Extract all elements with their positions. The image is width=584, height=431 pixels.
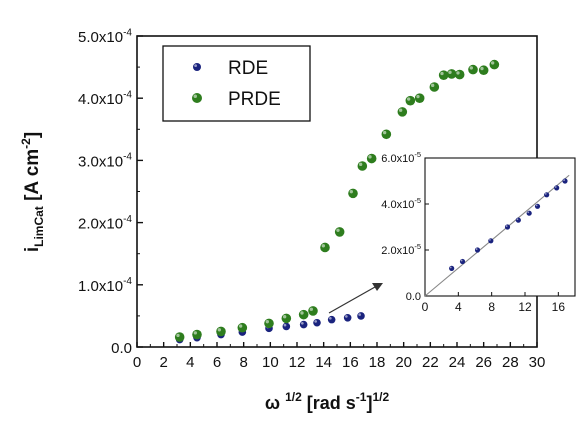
- y-tick-label: 3.0x10-4: [78, 152, 132, 171]
- inset-point: [474, 247, 481, 253]
- x-tick-label: 2: [159, 354, 167, 371]
- inset-point: [515, 217, 521, 223]
- point-prde: [478, 65, 489, 76]
- point-rde: [282, 322, 291, 331]
- x-tick-label: 28: [502, 354, 519, 371]
- point-rde: [357, 312, 365, 320]
- point-prde: [264, 318, 274, 329]
- point-prde: [397, 107, 408, 117]
- point-prde: [320, 242, 330, 253]
- y-tick-label: 0.0: [111, 340, 132, 357]
- point-prde: [438, 70, 449, 80]
- y-axis-label: iLimCat [A cm-2]: [19, 132, 46, 252]
- point-prde: [281, 313, 292, 324]
- inset-point: [562, 178, 568, 184]
- point-prde: [298, 309, 309, 320]
- x-tick-label: 30: [529, 354, 546, 371]
- point-prde: [429, 82, 440, 92]
- point-prde: [446, 69, 457, 79]
- y-tick-label: 1.0x10-4: [78, 276, 132, 295]
- inset-chart: 0 4 8 12 16 0.0 2.0x10-5 4.0x10-5 6.0x10-5: [381, 150, 576, 314]
- inset-x-tick-label: 12: [518, 300, 532, 314]
- y-tick-label: 5.0x10-4: [78, 27, 132, 46]
- y-tick-label: 2.0x10-4: [78, 214, 132, 233]
- x-tick-label: 12: [289, 354, 306, 371]
- point-prde: [348, 188, 358, 199]
- x-tick-label: 18: [369, 354, 386, 371]
- x-tick-label: 26: [475, 354, 492, 371]
- inset-x-tick-label: 0: [422, 300, 429, 314]
- point-prde: [334, 227, 345, 237]
- arrow-head: [372, 283, 383, 291]
- point-prde: [468, 64, 478, 75]
- point-prde: [405, 95, 416, 106]
- point-prde: [366, 153, 377, 164]
- point-rde: [299, 320, 308, 329]
- x-tick-label: 22: [422, 354, 439, 371]
- axis-labels: ω 1/2 [rad s-1]1/2 iLimCat [A cm-2]: [19, 132, 389, 413]
- inset-point: [449, 265, 455, 271]
- point-prde: [489, 59, 500, 70]
- legend: RDE PRDE: [162, 45, 311, 122]
- legend-marker-rde: [193, 63, 201, 71]
- inset-y-tick-label: 2.0x10-5: [381, 242, 421, 257]
- inset-y-tick-label: 4.0x10-5: [381, 196, 421, 211]
- point-rde: [313, 318, 321, 327]
- inset-y-tick-label: 0.0: [406, 291, 421, 303]
- inset-y-tick-label: 6.0x10-5: [381, 150, 421, 165]
- point-prde: [237, 322, 248, 333]
- inset-point: [534, 203, 541, 209]
- inset-point: [488, 238, 494, 244]
- point-prde: [381, 129, 392, 140]
- y-tick-label: 4.0x10-4: [78, 89, 132, 108]
- inset-x-tick-label: 4: [455, 300, 462, 314]
- inset-frame: [424, 157, 576, 297]
- inset-point: [544, 192, 550, 198]
- x-tick-label: 20: [395, 354, 412, 371]
- annotation-layer: [328, 283, 383, 314]
- inset-point: [554, 185, 560, 191]
- inset-point: [526, 210, 532, 216]
- point-prde: [454, 69, 465, 80]
- arrow-line: [328, 286, 376, 314]
- legend-label-prde: PRDE: [228, 89, 281, 110]
- point-prde: [192, 329, 202, 340]
- inset-point: [459, 258, 466, 265]
- x-tick-label: 16: [342, 354, 359, 371]
- x-tick-label: 6: [213, 354, 221, 371]
- point-rde: [343, 313, 352, 322]
- x-tick-label: 8: [239, 354, 247, 371]
- legend-label-rde: RDE: [228, 58, 268, 79]
- inset-x-tick-label: 16: [552, 300, 566, 314]
- point-prde: [308, 306, 318, 316]
- point-prde: [414, 93, 425, 103]
- point-rde: [327, 315, 336, 324]
- x-tick-label: 24: [449, 354, 466, 371]
- point-prde: [174, 332, 185, 342]
- x-tick-label: 14: [315, 354, 332, 371]
- x-tick-label: 0: [133, 354, 141, 371]
- x-tick-label: 4: [186, 354, 194, 371]
- legend-marker-prde: [192, 93, 202, 103]
- inset-point: [504, 224, 511, 230]
- point-prde: [357, 161, 368, 171]
- x-axis-label: ω 1/2 [rad s-1]1/2: [265, 390, 390, 413]
- point-prde: [216, 326, 226, 337]
- legend-box: [162, 45, 311, 122]
- main-chart: 0 2 4 6 8 10 12 14 16 18 20 22 24 26 28 300.01.0x10-42.…: [78, 27, 545, 371]
- x-tick-label: 10: [262, 354, 279, 371]
- inset-x-tick-label: 8: [488, 300, 495, 314]
